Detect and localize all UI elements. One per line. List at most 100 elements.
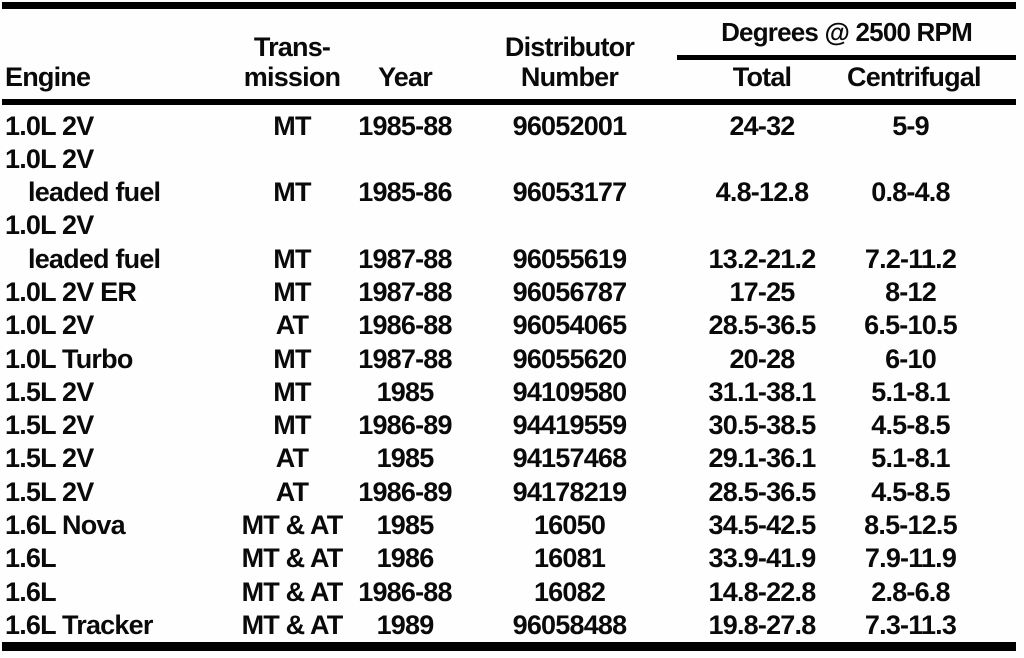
distributor-cell: 96056787 xyxy=(512,276,628,307)
total-cell: 13.2-21.2 xyxy=(708,243,817,274)
year-cell: 1986-88 xyxy=(358,576,452,607)
table-row: 1.0L 2V MT 1985-88 96052001 24-32 5-9 xyxy=(2,102,1016,143)
year-cell: 1985 xyxy=(376,443,435,474)
centrifugal-cell: 6-10 xyxy=(885,343,937,374)
engine-cell-line: 1.5L 2V xyxy=(5,410,94,441)
year-cell: 1987-88 xyxy=(358,276,452,307)
centrifugal-cell: 5.1-8.1 xyxy=(871,376,950,407)
col-header-distributor-line1: Distributor xyxy=(504,31,635,62)
centrifugal-cell: 4.5-8.5 xyxy=(871,476,950,507)
table-row: 1.5L 2V AT 1986-89 94178219 28.5-36.5 4.5-8.5 xyxy=(2,476,1016,509)
col-header-distributor: Distributor Number xyxy=(462,5,677,105)
distributor-cell: 96055619 xyxy=(512,243,628,274)
table-row: 1.0L 2V leaded fuel MT 1985-86 96053177 4.8-1… xyxy=(2,143,1016,210)
engine-cell: 1.0L 2V ER xyxy=(2,276,236,309)
engine-cell: 1.5L 2V xyxy=(2,376,236,409)
table-row: 1.0L Turbo MT 1987-88 96055620 20-28 6-10 xyxy=(2,343,1016,376)
col-header-transmission-line2: mission xyxy=(243,61,341,92)
col-group-header-degrees: Degrees @ 2500 RPM xyxy=(677,5,1017,60)
total-cell: 14.8-22.8 xyxy=(708,576,817,607)
total-cell: 31.1-38.1 xyxy=(708,376,817,407)
engine-cell: 1.5L 2V xyxy=(2,442,236,475)
engine-cell: 1.0L 2V xyxy=(2,102,236,143)
year-cell: 1986-89 xyxy=(358,410,452,441)
engine-cell-line: 1.5L 2V xyxy=(5,443,94,474)
total-cell: 33.9-41.9 xyxy=(708,543,817,574)
year-cell: 1986-89 xyxy=(358,476,452,507)
engine-cell: 1.6L xyxy=(2,542,236,575)
distributor-cell: 94178219 xyxy=(512,476,628,507)
engine-cell-line: 1.6L xyxy=(5,543,57,574)
distributor-cell: 16081 xyxy=(533,543,606,574)
centrifugal-cell: 5-9 xyxy=(892,110,929,141)
transmission-cell: MT xyxy=(273,110,311,141)
total-cell: 20-28 xyxy=(729,343,795,374)
year-cell: 1985-88 xyxy=(358,110,452,141)
year-cell: 1989 xyxy=(376,609,435,640)
distributor-cell: 16050 xyxy=(533,510,606,541)
year-cell: 1985-86 xyxy=(358,177,452,208)
engine-cell: 1.6L Nova xyxy=(2,509,236,542)
table-row: 1.6L Nova MT & AT 1985 16050 34.5-42.5 8.5-12… xyxy=(2,509,1016,542)
total-cell: 24-32 xyxy=(729,110,795,141)
transmission-cell: AT xyxy=(275,476,309,507)
transmission-cell: AT xyxy=(275,310,309,341)
engine-cell: 1.6L Tracker xyxy=(2,609,236,647)
engine-cell: 1.5L 2V xyxy=(2,409,236,442)
centrifugal-cell: 7.3-11.3 xyxy=(864,609,957,640)
transmission-cell: MT xyxy=(273,343,311,374)
table-row: 1.5L 2V MT 1985 94109580 31.1-38.1 5.1-8.1 xyxy=(2,376,1016,409)
year-cell: 1985 xyxy=(376,510,435,541)
table-row: 1.0L 2V AT 1986-88 96054065 28.5-36.5 6.5-10.… xyxy=(2,309,1016,342)
engine-cell-line: 1.0L 2V xyxy=(5,210,94,241)
distributor-cell: 16082 xyxy=(533,576,606,607)
distributor-cell: 96053177 xyxy=(512,177,628,208)
centrifugal-cell: 0.8-4.8 xyxy=(871,177,950,208)
col-header-distributor-line2: Number xyxy=(520,61,619,92)
centrifugal-cell: 7.2-11.2 xyxy=(864,243,957,274)
transmission-cell: MT & AT xyxy=(241,510,344,541)
total-cell: 28.5-36.5 xyxy=(708,310,817,341)
engine-cell-line: 1.0L 2V xyxy=(5,110,94,141)
table-row: 1.0L 2V ER MT 1987-88 96056787 17-25 8-12 xyxy=(2,276,1016,309)
col-header-transmission-line1: Trans- xyxy=(253,31,331,62)
year-cell: 1985 xyxy=(376,376,435,407)
engine-cell-line: 1.5L 2V xyxy=(5,476,94,507)
transmission-cell: MT xyxy=(273,177,311,208)
year-cell: 1986 xyxy=(376,543,435,574)
engine-cell-line: 1.6L xyxy=(5,576,57,607)
table-row: 1.5L 2V AT 1985 94157468 29.1-36.1 5.1-8.1 xyxy=(2,442,1016,475)
engine-cell: 1.0L 2V leaded fuel xyxy=(2,209,236,276)
distributor-spec-table: Engine Trans- mission Year Distributor N… xyxy=(2,2,1017,652)
distributor-cell: 96054065 xyxy=(512,310,628,341)
centrifugal-cell: 5.1-8.1 xyxy=(871,443,950,474)
engine-cell-line: 1.0L 2V xyxy=(5,143,94,174)
distributor-cell: 94419559 xyxy=(512,410,628,441)
transmission-cell: MT & AT xyxy=(241,543,344,574)
total-cell: 19.8-27.8 xyxy=(708,609,817,640)
spec-table-body: 1.0L 2V MT 1985-88 96052001 24-32 5-9 1.0L 2V l… xyxy=(2,102,1016,647)
transmission-cell: MT xyxy=(273,376,311,407)
engine-cell-line: 1.0L 2V xyxy=(5,310,94,341)
total-cell: 30.5-38.5 xyxy=(708,410,817,441)
distributor-cell: 96055620 xyxy=(512,343,628,374)
engine-cell-line: 1.6L Tracker xyxy=(5,609,153,640)
engine-cell-line: 1.5L 2V xyxy=(5,376,94,407)
year-cell: 1986-88 xyxy=(358,310,452,341)
engine-cell-continuation-line: leaded fuel xyxy=(28,177,161,208)
transmission-cell: MT & AT xyxy=(241,609,344,640)
table-row: 1.5L 2V MT 1986-89 94419559 30.5-38.5 4.5-8.5 xyxy=(2,409,1016,442)
total-cell: 17-25 xyxy=(729,276,795,307)
transmission-cell: MT & AT xyxy=(241,576,344,607)
total-cell: 34.5-42.5 xyxy=(708,510,817,541)
col-header-total: Total xyxy=(677,57,847,105)
total-cell: 29.1-36.1 xyxy=(708,443,817,474)
total-cell: 28.5-36.5 xyxy=(708,476,817,507)
engine-cell-line: 1.0L 2V ER xyxy=(5,276,137,307)
centrifugal-cell: 2.8-6.8 xyxy=(871,576,950,607)
engine-cell: 1.0L 2V xyxy=(2,309,236,342)
total-cell: 4.8-12.8 xyxy=(715,177,809,208)
table-row: 1.0L 2V leaded fuel MT 1987-88 96055619 13.2-… xyxy=(2,209,1016,276)
engine-cell: 1.6L xyxy=(2,576,236,609)
engine-cell: 1.5L 2V xyxy=(2,476,236,509)
